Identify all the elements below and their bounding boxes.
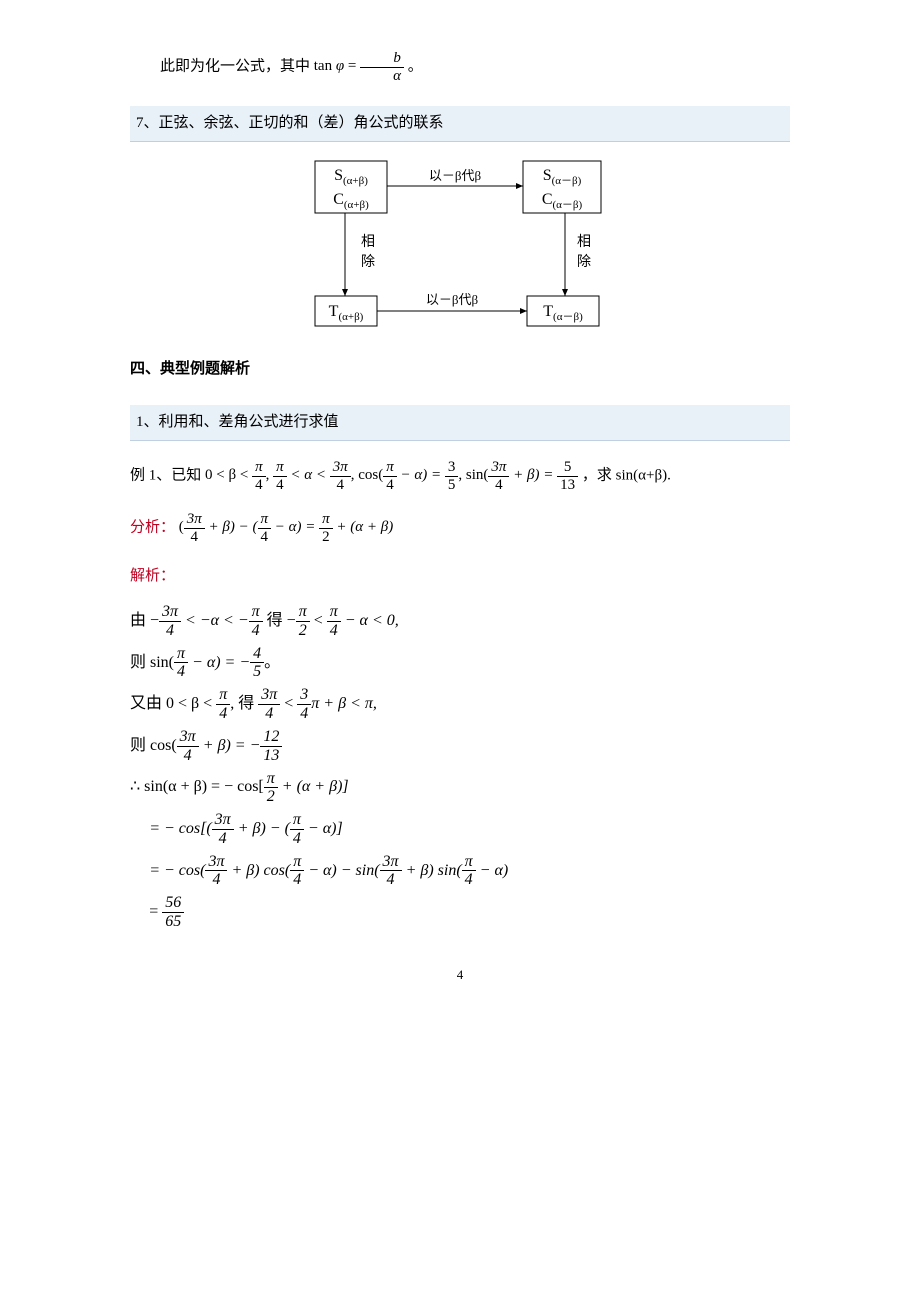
solution-body: 由 −3π4 < −α < −π4 得 −π2 < π4 − α < 0, 则 … bbox=[130, 600, 790, 933]
example-1-suffix: ，求 sin(α+β). bbox=[582, 467, 671, 483]
svg-text:C(α－β): C(α－β) bbox=[542, 191, 583, 211]
svg-text:T(α－β): T(α－β) bbox=[543, 303, 583, 323]
tan-phi-formula: tan φ = bα bbox=[314, 58, 408, 74]
sol-line-7: = − cos(3π4 + β) cos(π4 − α) − sin(3π4 +… bbox=[130, 850, 790, 892]
svg-text:相: 相 bbox=[361, 234, 375, 250]
intro-text: 此即为化一公式，其中 bbox=[160, 58, 310, 74]
sol-line-4: 则 cos(3π4 + β) = −1213 bbox=[130, 725, 790, 767]
svg-text:T(α+β): T(α+β) bbox=[329, 303, 364, 323]
analysis-block: 分析： (3π4 + β) − (π4 − α) = π2 + (α + β) bbox=[130, 511, 790, 545]
sol-line-2: 则 sin(π4 − α) = −45。 bbox=[130, 642, 790, 684]
diagram-svg: S(α+β) C(α+β) S(α－β) C(α－β) 以－β代β 相 除 相 … bbox=[305, 156, 615, 336]
example-1-condition: 0 < β < π4, π4 < α < 3π4, cos(π4 − α) = … bbox=[205, 467, 582, 483]
analysis-math: (3π4 + β) − (π4 − α) = π2 + (α + β) bbox=[179, 519, 393, 535]
svg-text:C(α+β): C(α+β) bbox=[333, 191, 369, 211]
svg-text:S(α+β): S(α+β) bbox=[334, 167, 368, 187]
sol-line-8: = 5665 bbox=[130, 891, 790, 933]
formula-intro-line: 此即为化一公式，其中 tan φ = bα 。 bbox=[130, 50, 790, 84]
example-1-prefix: 例 1、已知 bbox=[130, 467, 201, 483]
svg-text:以－β代β: 以－β代β bbox=[429, 168, 482, 183]
subsection-1-heading: 1、利用和、差角公式进行求值 bbox=[130, 405, 790, 441]
section-4-heading: 四、典型例题解析 bbox=[130, 356, 790, 383]
page-number: 4 bbox=[130, 963, 790, 986]
example-1: 例 1、已知 0 < β < π4, π4 < α < 3π4, cos(π4 … bbox=[130, 459, 790, 493]
svg-text:相: 相 bbox=[577, 234, 591, 250]
formula-relation-diagram: S(α+β) C(α+β) S(α－β) C(α－β) 以－β代β 相 除 相 … bbox=[130, 156, 790, 336]
section-heading-7: 7、正弦、余弦、正切的和（差）角公式的联系 bbox=[130, 106, 790, 142]
sol-line-6: = − cos[(3π4 + β) − (π4 − α)] bbox=[130, 808, 790, 850]
sol-line-5: ∴ sin(α + β) = − cos[π2 + (α + β)] bbox=[130, 766, 790, 808]
analysis-label: 分析： bbox=[130, 519, 175, 535]
svg-text:除: 除 bbox=[361, 254, 375, 270]
sol-line-1: 由 −3π4 < −α < −π4 得 −π2 < π4 − α < 0, bbox=[130, 600, 790, 642]
svg-text:以－β代β: 以－β代β bbox=[426, 292, 479, 307]
sol-line-3: 又由 0 < β < π4, 得 3π4 < 34π + β < π, bbox=[130, 683, 790, 725]
svg-text:除: 除 bbox=[577, 254, 591, 270]
svg-text:S(α－β): S(α－β) bbox=[543, 167, 582, 187]
solution-label: 解析： bbox=[130, 563, 790, 590]
